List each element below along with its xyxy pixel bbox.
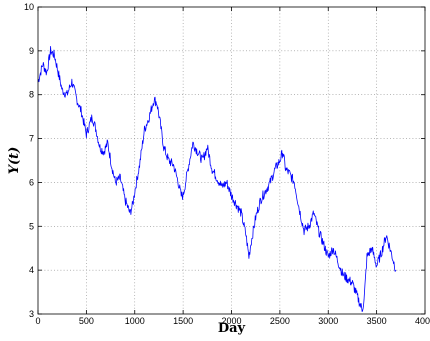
y-tick-label: 3	[29, 309, 34, 319]
tick-labels: 0 500 1000 1500 2000 2500 3000 3500 4000 3 4 5 6 7 8 9 1…	[24, 2, 430, 326]
series-layer	[37, 46, 397, 313]
grid-layer	[38, 7, 425, 314]
series-line	[37, 46, 397, 313]
x-tick-label: 3000	[318, 316, 338, 326]
x-axis-label: Day	[218, 321, 246, 336]
plot-frame	[37, 6, 426, 315]
x-tick-label: 2500	[270, 316, 290, 326]
x-tick-label: 3500	[367, 316, 387, 326]
y-tick-label: 4	[29, 265, 34, 275]
x-tick-label: 0	[35, 316, 40, 326]
y-tick-label: 5	[29, 221, 34, 231]
y-axis-label: Y(t)	[7, 147, 22, 175]
x-tick-label: 1000	[125, 316, 145, 326]
y-tick-label: 7	[29, 134, 34, 144]
x-tick-label: 2000	[221, 316, 241, 326]
y-tick-label: 9	[29, 46, 34, 56]
x-tick-label: 4000	[415, 316, 430, 326]
x-tick-label: 500	[79, 316, 94, 326]
y-tick-label: 6	[29, 177, 34, 187]
y-tick-label: 10	[24, 2, 34, 12]
y-tick-label: 8	[29, 90, 34, 100]
x-tick-label: 1500	[173, 316, 193, 326]
